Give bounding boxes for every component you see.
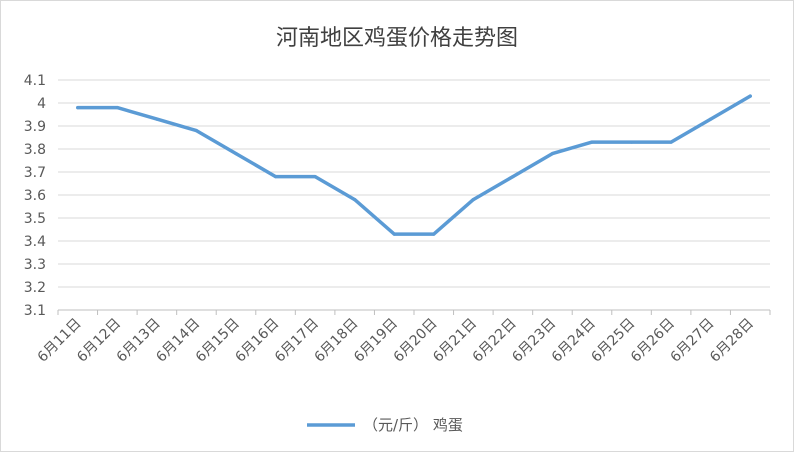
chart-title: 河南地区鸡蛋价格走势图 xyxy=(276,26,518,51)
data-point xyxy=(194,129,199,133)
data-point xyxy=(155,117,159,121)
data-point xyxy=(313,175,317,179)
x-axis-ticks: 6月11日6月12日6月13日6月14日6月15日6月16日6月17日6月18日… xyxy=(35,309,771,366)
y-tick-label: 3.7 xyxy=(24,165,46,181)
data-point xyxy=(511,175,515,179)
data-point xyxy=(748,94,752,98)
series-line xyxy=(76,94,752,236)
y-axis-ticks: 3.1 3.2 3.3 3.4 3.5 3.6 3.7 3.8 3.9 4 4.1 xyxy=(24,73,46,319)
data-point xyxy=(629,140,634,144)
y-tick-label: 3.6 xyxy=(24,188,46,204)
y-tick-label: 3.2 xyxy=(24,280,46,296)
data-point xyxy=(550,152,555,156)
legend: （元/斤） 鸡蛋 xyxy=(307,416,463,434)
data-point xyxy=(709,117,713,121)
y-tick-label: 3.5 xyxy=(24,211,46,227)
y-tick-label: 3.3 xyxy=(24,257,46,273)
legend-label: （元/斤） 鸡蛋 xyxy=(363,416,463,434)
data-point xyxy=(471,198,475,202)
data-point xyxy=(432,232,436,236)
data-point xyxy=(392,232,396,236)
y-tick-label: 3.4 xyxy=(24,234,46,250)
data-point xyxy=(234,152,238,156)
data-point xyxy=(76,106,80,110)
data-point xyxy=(115,106,119,110)
gridlines xyxy=(58,79,770,311)
y-tick-label: 4.1 xyxy=(24,73,46,89)
y-tick-label: 3.8 xyxy=(24,142,46,158)
data-point xyxy=(353,198,357,202)
y-tick-label: 4 xyxy=(37,96,46,112)
data-point xyxy=(590,140,594,144)
series-group xyxy=(76,94,752,236)
x-tick-label: 6月28日 xyxy=(707,316,757,366)
data-point xyxy=(273,175,278,179)
y-tick-label: 3.1 xyxy=(24,303,46,319)
data-point xyxy=(669,140,673,144)
y-tick-label: 3.9 xyxy=(24,119,46,135)
